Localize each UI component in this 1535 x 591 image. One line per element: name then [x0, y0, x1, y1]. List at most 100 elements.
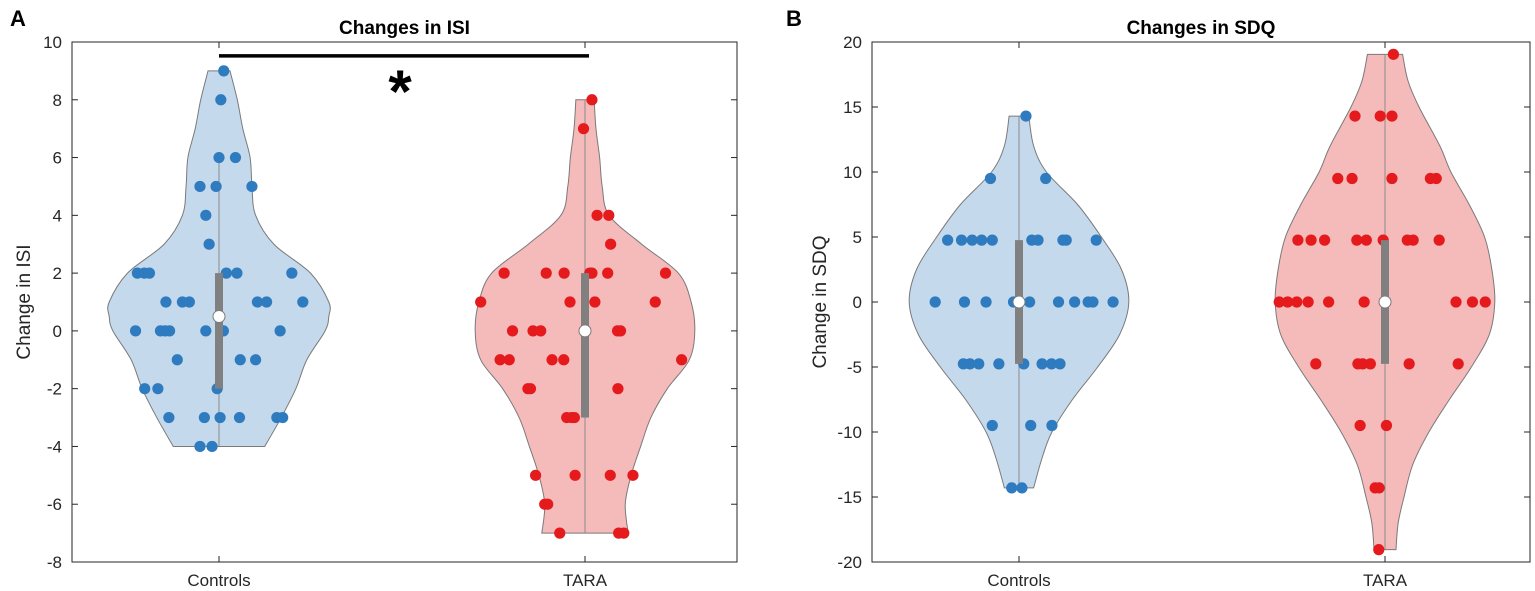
data-point	[206, 440, 218, 453]
panel-b-sdq: B Changes in SDQ Change in SDQ 20 15 10 5 0 -5 -1…	[786, 6, 1531, 590]
data-point	[1349, 110, 1361, 122]
data-point	[527, 325, 539, 337]
data-point	[1069, 296, 1081, 308]
data-point	[1090, 234, 1102, 246]
data-point	[614, 325, 627, 337]
data-point	[286, 267, 298, 279]
data-point	[1452, 358, 1464, 370]
data-point	[1374, 110, 1386, 122]
data-point	[612, 383, 624, 395]
data-point	[603, 209, 615, 221]
data-point	[976, 234, 988, 246]
y-axis-label: Change in SDQ	[810, 235, 831, 368]
data-point	[1380, 419, 1393, 432]
data-point	[1302, 296, 1314, 308]
data-point	[218, 65, 230, 77]
data-point	[220, 267, 232, 279]
y-tick-label: 8	[53, 91, 62, 110]
data-point	[200, 325, 212, 337]
y-tick-label: 5	[853, 228, 862, 247]
data-point	[215, 94, 227, 106]
data-point	[586, 94, 598, 106]
y-axis-label: Change in ISI	[14, 244, 35, 359]
data-point	[676, 354, 688, 366]
data-point	[297, 296, 309, 308]
data-point	[577, 123, 590, 135]
data-point	[152, 383, 164, 395]
data-point	[1360, 234, 1372, 246]
y-tick-label: 10	[843, 163, 862, 182]
violin-group-tara	[474, 94, 696, 539]
data-point	[498, 267, 510, 279]
data-point	[198, 411, 210, 424]
y-tick-label: -10	[837, 423, 862, 442]
data-point	[589, 296, 601, 308]
data-point	[542, 498, 554, 510]
data-point	[506, 325, 519, 337]
data-point	[1373, 482, 1385, 494]
data-point	[214, 411, 226, 424]
data-point	[183, 296, 195, 308]
data-point	[1450, 296, 1462, 308]
data-point	[139, 383, 151, 395]
data-point	[203, 238, 215, 250]
data-point	[1006, 482, 1018, 494]
x-tick-label: Controls	[187, 571, 250, 590]
data-point	[540, 267, 552, 279]
data-point	[234, 354, 246, 366]
data-point	[1054, 358, 1066, 370]
data-point	[1282, 296, 1294, 308]
data-point	[558, 267, 570, 279]
data-point	[591, 209, 603, 221]
data-point	[1020, 110, 1032, 122]
data-point	[1323, 296, 1335, 308]
data-point	[231, 267, 243, 279]
data-point	[1466, 296, 1479, 308]
data-point	[649, 296, 661, 308]
data-point	[1052, 296, 1065, 308]
data-point	[1273, 296, 1285, 308]
data-point	[194, 440, 206, 453]
data-point	[213, 151, 225, 164]
data-point	[229, 151, 242, 164]
data-point	[1292, 234, 1304, 246]
data-point	[163, 325, 176, 337]
data-point	[200, 209, 212, 221]
chart-title: Changes in ISI	[339, 18, 470, 39]
data-point	[260, 296, 273, 308]
y-tick-label: 10	[43, 33, 62, 52]
data-point	[964, 358, 976, 370]
data-point	[1373, 544, 1385, 556]
data-point	[535, 325, 547, 337]
data-point	[986, 419, 998, 432]
data-point	[160, 296, 172, 308]
data-point	[251, 296, 264, 308]
data-point	[250, 354, 262, 366]
data-point	[1351, 234, 1363, 246]
data-point	[1346, 172, 1358, 185]
data-point	[233, 411, 246, 424]
data-point	[1016, 482, 1028, 494]
y-tick-label: 4	[53, 206, 62, 225]
data-point	[568, 411, 580, 424]
data-point	[1433, 234, 1445, 246]
median-marker	[1378, 295, 1392, 309]
data-point	[1310, 358, 1322, 370]
data-point	[274, 325, 286, 337]
data-point	[1040, 172, 1052, 185]
data-point	[1107, 296, 1119, 308]
data-point	[1407, 234, 1419, 246]
violin-group-controls	[908, 110, 1130, 494]
panel-label: A	[10, 6, 26, 31]
data-point	[627, 469, 639, 481]
data-point	[1386, 110, 1398, 122]
data-point	[1479, 296, 1491, 308]
data-point	[1357, 358, 1369, 370]
y-tick-label: 0	[53, 322, 62, 341]
y-tick-label: -15	[837, 488, 862, 507]
iqr-box	[581, 273, 589, 418]
data-point	[659, 267, 672, 279]
data-point	[1036, 358, 1048, 370]
median-marker	[212, 309, 226, 323]
data-point	[524, 383, 537, 395]
